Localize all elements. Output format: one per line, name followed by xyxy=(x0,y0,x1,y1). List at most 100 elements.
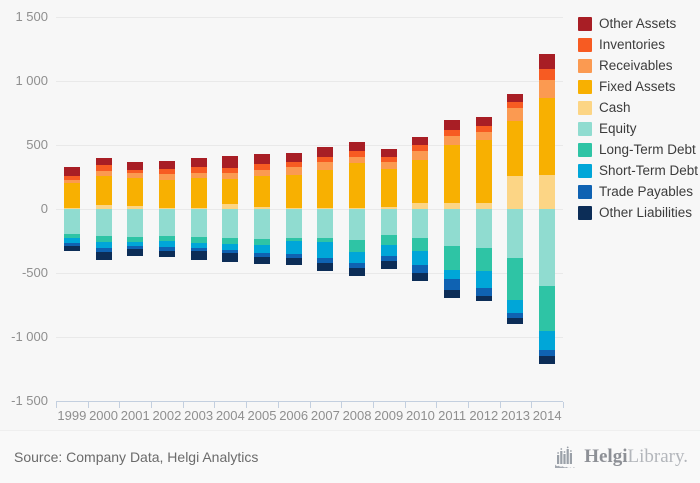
bar-segment[interactable] xyxy=(444,209,461,247)
bar-segment[interactable] xyxy=(190,242,207,249)
bar-segment[interactable] xyxy=(507,299,524,313)
legend-item[interactable]: Short-Term Debt xyxy=(578,160,698,181)
bar-segment[interactable] xyxy=(349,207,366,209)
bar-segment[interactable] xyxy=(95,235,112,242)
bar-segment[interactable] xyxy=(349,162,366,208)
bar-segment[interactable] xyxy=(539,54,556,70)
bar-segment[interactable] xyxy=(444,270,461,280)
bar-segment[interactable] xyxy=(285,175,302,208)
bar-segment[interactable] xyxy=(63,179,80,184)
bar-segment[interactable] xyxy=(127,249,144,256)
bar-segment[interactable] xyxy=(539,331,556,350)
bar-segment[interactable] xyxy=(380,244,397,257)
bar-segment[interactable] xyxy=(253,207,270,209)
bar-segment[interactable] xyxy=(412,209,429,239)
bar-segment[interactable] xyxy=(317,162,334,170)
legend-item[interactable]: Receivables xyxy=(578,55,698,76)
bar-segment[interactable] xyxy=(412,251,429,266)
bar-segment[interactable] xyxy=(190,209,207,238)
bar-segment[interactable] xyxy=(475,271,492,289)
bar-segment[interactable] xyxy=(412,273,429,282)
bar-segment[interactable] xyxy=(127,236,144,242)
bar-segment[interactable] xyxy=(158,250,175,257)
bar-segment[interactable] xyxy=(380,235,397,245)
bar-segment[interactable] xyxy=(317,207,334,209)
bar-segment[interactable] xyxy=(444,203,461,209)
bar-segment[interactable] xyxy=(412,203,429,209)
bar-segment[interactable] xyxy=(507,317,524,325)
legend-item[interactable]: Long-Term Debt xyxy=(578,139,698,160)
bar-segment[interactable] xyxy=(412,159,429,204)
legend-item[interactable]: Trade Payables xyxy=(578,181,698,202)
bar-segment[interactable] xyxy=(317,242,334,258)
bar-segment[interactable] xyxy=(190,172,207,178)
bar-segment[interactable] xyxy=(444,130,461,137)
bar-segment[interactable] xyxy=(349,251,366,263)
bar-segment[interactable] xyxy=(95,241,112,249)
bar-segment[interactable] xyxy=(475,125,492,132)
bar-segment[interactable] xyxy=(539,209,556,287)
bar-segment[interactable] xyxy=(349,142,366,152)
bar-segment[interactable] xyxy=(507,312,524,318)
bar-segment[interactable] xyxy=(190,177,207,208)
bar-segment[interactable] xyxy=(380,256,397,262)
bar-segment[interactable] xyxy=(285,209,302,238)
bar-segment[interactable] xyxy=(475,296,492,302)
bar-segment[interactable] xyxy=(222,249,239,254)
bar-segment[interactable] xyxy=(349,209,366,241)
bar-segment[interactable] xyxy=(63,183,80,208)
bar-segment[interactable] xyxy=(95,165,112,171)
bar-segment[interactable] xyxy=(158,241,175,247)
bar-segment[interactable] xyxy=(317,169,334,208)
bar-segment[interactable] xyxy=(285,241,302,254)
bar-segment[interactable] xyxy=(412,136,429,145)
bar-segment[interactable] xyxy=(507,121,524,176)
bar-segment[interactable] xyxy=(444,289,461,298)
legend-item[interactable]: Equity xyxy=(578,118,698,139)
bar-segment[interactable] xyxy=(349,151,366,158)
bar-segment[interactable] xyxy=(95,209,112,236)
bar-segment[interactable] xyxy=(380,148,397,158)
bar-segment[interactable] xyxy=(380,157,397,163)
bar-segment[interactable] xyxy=(127,209,144,237)
bar-segment[interactable] xyxy=(475,248,492,272)
bar-segment[interactable] xyxy=(444,145,461,204)
bar-segment[interactable] xyxy=(317,262,334,272)
bar-segment[interactable] xyxy=(380,209,397,236)
bar-segment[interactable] xyxy=(475,116,492,126)
bar-segment[interactable] xyxy=(444,120,461,131)
bar-segment[interactable] xyxy=(317,146,334,158)
bar-segment[interactable] xyxy=(63,246,80,252)
bar-segment[interactable] xyxy=(95,251,112,261)
bar-segment[interactable] xyxy=(349,240,366,252)
bar-segment[interactable] xyxy=(539,69,556,81)
bar-segment[interactable] xyxy=(190,251,207,260)
bar-segment[interactable] xyxy=(539,80,556,99)
legend-item[interactable]: Inventories xyxy=(578,34,698,55)
bar-segment[interactable] xyxy=(253,257,270,265)
bar-segment[interactable] xyxy=(158,161,175,170)
bar-segment[interactable] xyxy=(475,131,492,140)
bar-segment[interactable] xyxy=(158,246,175,251)
bar-segment[interactable] xyxy=(253,169,270,177)
bar-segment[interactable] xyxy=(127,178,144,207)
bar-segment[interactable] xyxy=(63,166,80,176)
bar-segment[interactable] xyxy=(507,258,524,300)
bar-segment[interactable] xyxy=(253,239,270,246)
bar-segment[interactable] xyxy=(317,238,334,243)
bar-segment[interactable] xyxy=(475,139,492,203)
bar-segment[interactable] xyxy=(349,262,366,268)
bar-segment[interactable] xyxy=(349,267,366,276)
bar-segment[interactable] xyxy=(507,102,524,108)
bar-segment[interactable] xyxy=(158,235,175,241)
bar-segment[interactable] xyxy=(222,173,239,179)
bar-segment[interactable] xyxy=(127,206,144,209)
bar-segment[interactable] xyxy=(253,153,270,165)
bar-segment[interactable] xyxy=(444,279,461,290)
bar-segment[interactable] xyxy=(222,168,239,174)
bar-segment[interactable] xyxy=(158,169,175,175)
helgi-logo[interactable]: Helgi Library. xyxy=(554,446,688,468)
bar-segment[interactable] xyxy=(539,286,556,332)
bar-segment[interactable] xyxy=(253,252,270,257)
bar-segment[interactable] xyxy=(158,174,175,181)
